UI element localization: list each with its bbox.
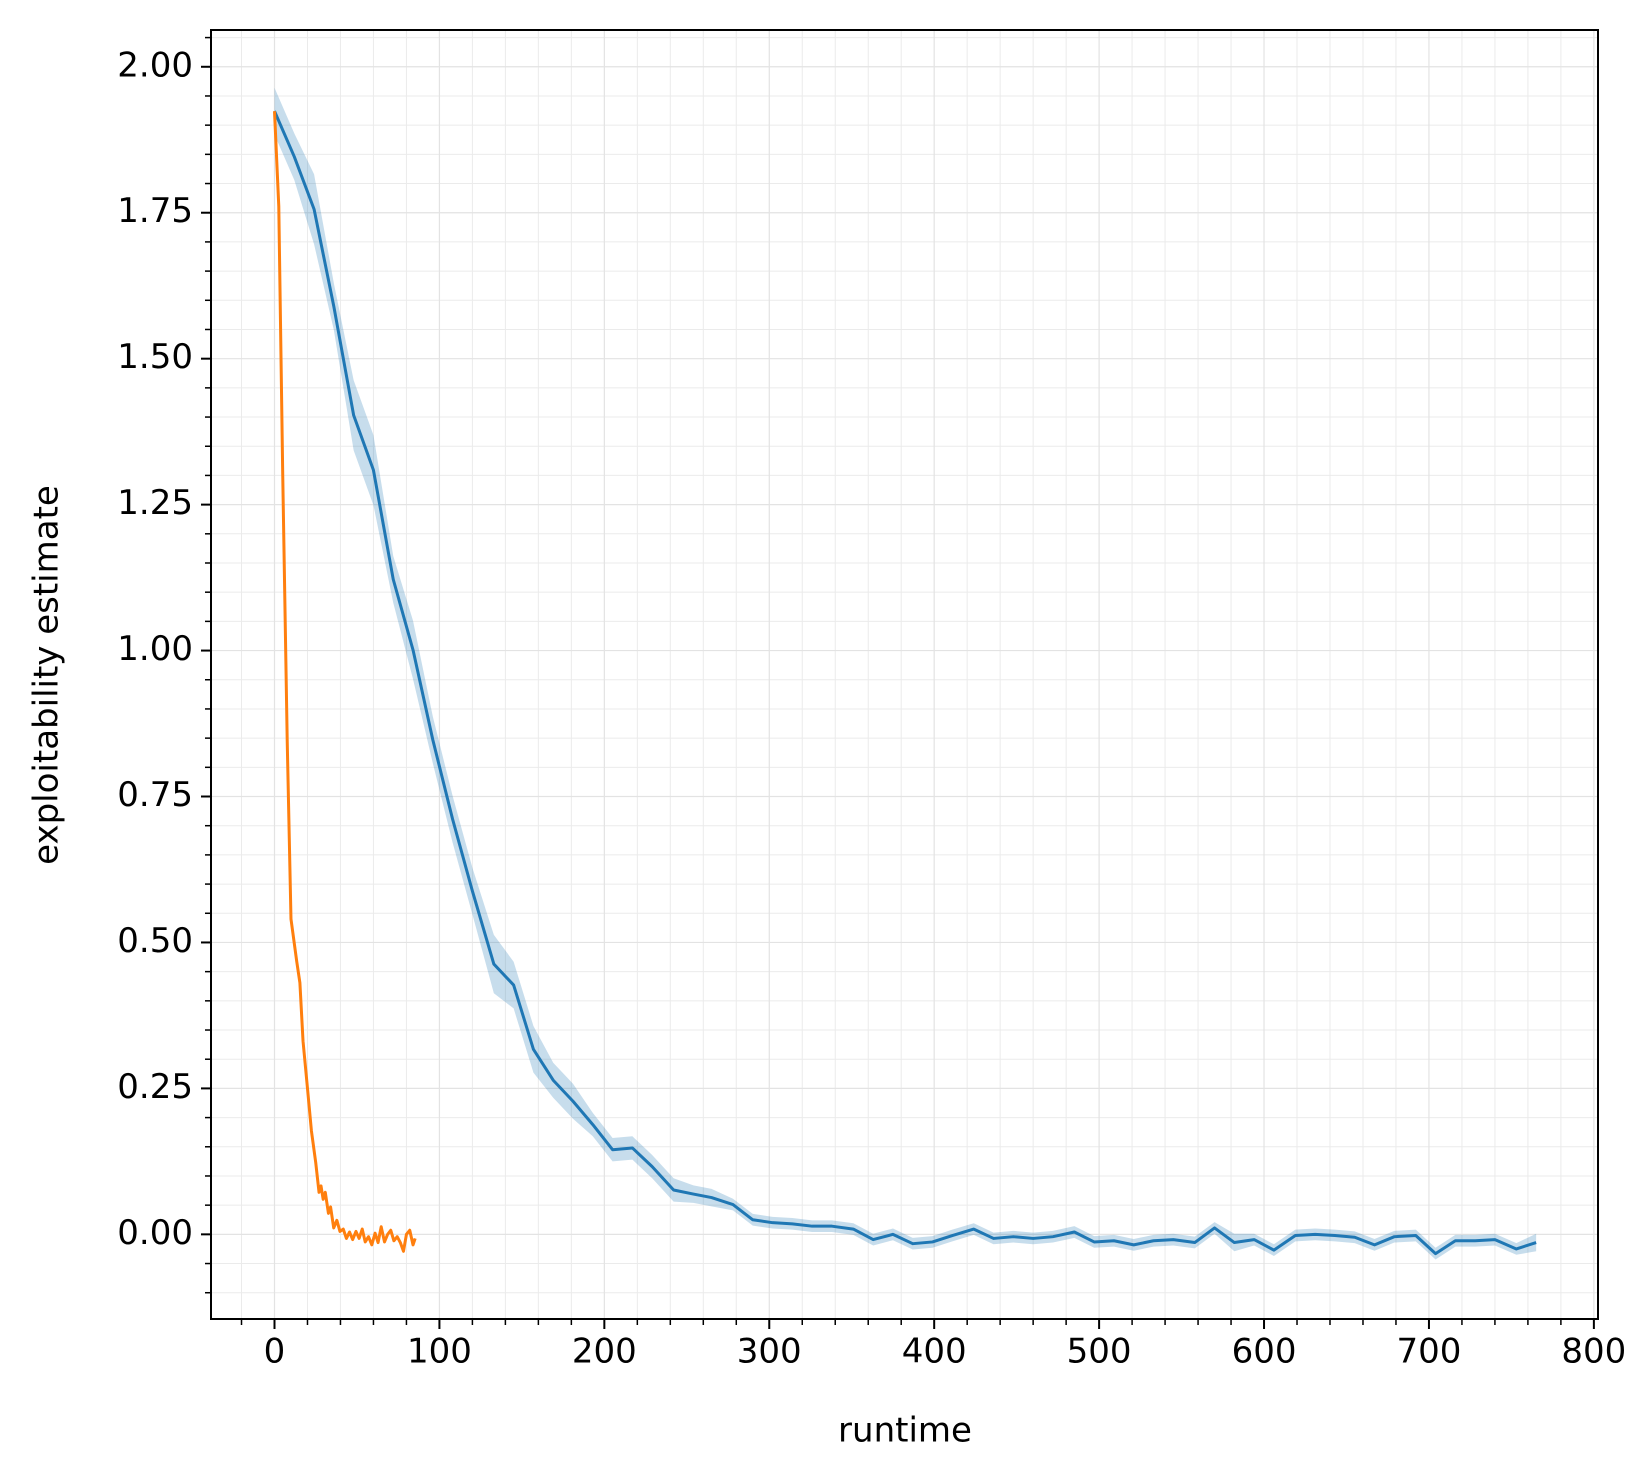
plot-frame	[210, 29, 1599, 1320]
y-tick-label: 0.25	[117, 1067, 193, 1107]
y-tick-label: 1.25	[117, 483, 193, 523]
x-tick-label: 100	[407, 1332, 472, 1372]
x-tick-label: 0	[264, 1332, 286, 1372]
x-tick-label: 700	[1397, 1332, 1462, 1372]
x-tick-label: 500	[1067, 1332, 1132, 1372]
x-tick-label: 600	[1232, 1332, 1297, 1372]
x-tick-label: 300	[737, 1332, 802, 1372]
y-tick-label: 0.00	[117, 1213, 193, 1253]
series-line	[273, 110, 1537, 1256]
x-tick-label: 400	[902, 1332, 967, 1372]
y-tick-label: 2.00	[117, 45, 193, 85]
y-tick-label: 0.75	[117, 775, 193, 815]
series-line	[272, 111, 417, 1253]
y-tick-label: 1.00	[117, 629, 193, 669]
y-tick-label: 1.50	[117, 337, 193, 377]
x-tick-label: 800	[1561, 1332, 1626, 1372]
x-axis-label: runtime	[838, 1411, 972, 1451]
y-tick-label: 1.75	[117, 191, 193, 231]
x-tick-label: 200	[572, 1332, 637, 1372]
y-axis-label: exploitability estimate	[27, 485, 67, 865]
y-tick-label: 0.50	[117, 921, 193, 961]
